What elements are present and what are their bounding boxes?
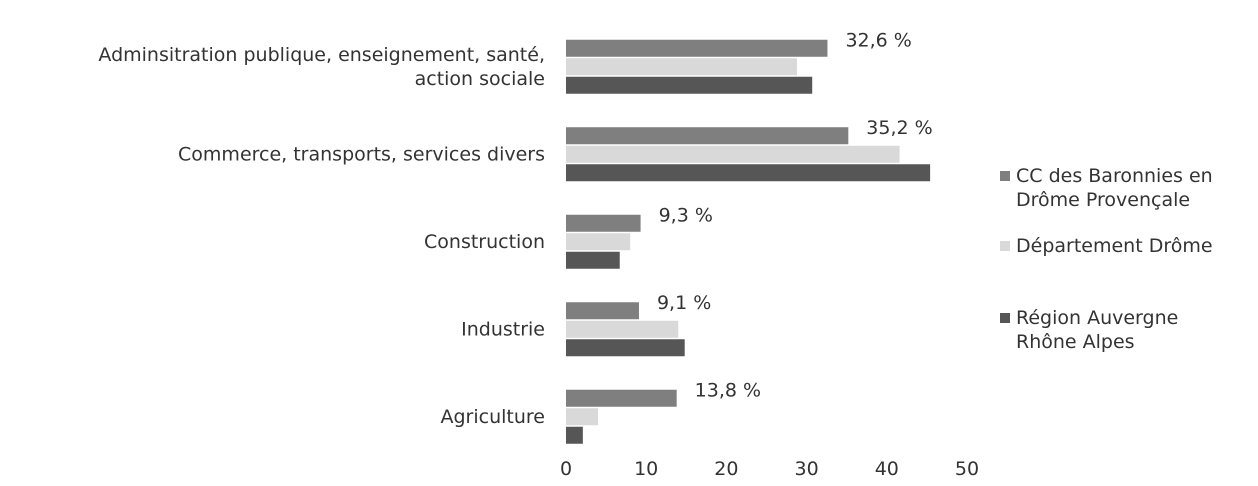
legend-swatch [1000, 171, 1010, 181]
value-label: 35,2 % [866, 116, 932, 138]
y-tick-label: Construction [424, 230, 545, 252]
bar [566, 214, 641, 232]
bar [566, 233, 631, 251]
legend-swatch [1000, 241, 1010, 251]
bar [566, 164, 931, 182]
bar [566, 127, 849, 145]
bar [566, 320, 679, 338]
legend-label: Région Auvergne Rhône Alpes [1016, 307, 1178, 353]
bar [566, 389, 677, 407]
x-tick-label: 20 [714, 458, 738, 480]
bar [566, 408, 599, 426]
legend-label: CC des Baronnies en Drôme Provençale [1016, 165, 1213, 211]
bar [566, 58, 797, 76]
x-tick-label: 10 [634, 458, 658, 480]
value-label: 32,6 % [845, 29, 911, 51]
value-label: 9,1 % [657, 291, 711, 313]
bar [566, 39, 828, 57]
x-tick-label: 50 [955, 458, 979, 480]
value-label: 9,3 % [659, 204, 713, 226]
bar [566, 251, 620, 269]
bar [566, 339, 685, 357]
y-tick-label: Agriculture [441, 405, 546, 427]
y-tick-label: Industrie [461, 318, 545, 340]
x-tick-label: 30 [795, 458, 819, 480]
bar [566, 76, 813, 94]
value-label: 13,8 % [695, 379, 761, 401]
y-tick-label: Commerce, transports, services divers [178, 143, 545, 165]
legend-label: Département Drôme [1016, 235, 1213, 257]
bar [566, 302, 639, 320]
x-tick-label: 40 [875, 458, 899, 480]
bar [566, 426, 583, 444]
bar [566, 145, 900, 163]
x-tick-label: 0 [560, 458, 572, 480]
y-tick-label: Adminsitration publique, enseignement, s… [98, 43, 545, 89]
legend-swatch [1000, 313, 1010, 323]
